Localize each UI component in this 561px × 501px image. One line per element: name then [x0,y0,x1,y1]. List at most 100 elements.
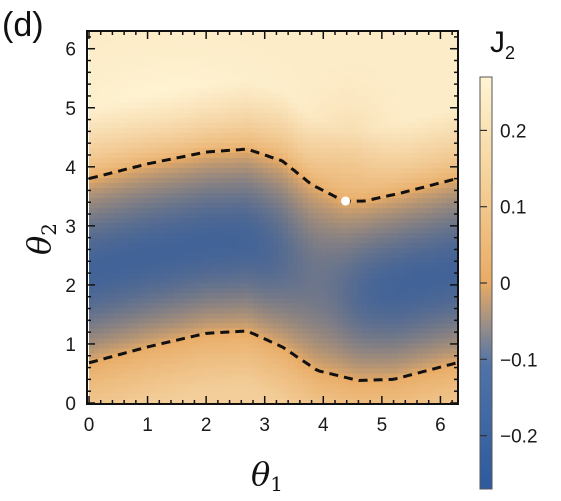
heatmap-cell [292,287,299,294]
heatmap-cell [223,282,229,289]
heatmap-cell [332,152,339,158]
heatmap-cell [228,47,234,53]
heatmap-cell [342,97,349,103]
heatmap-cell [168,187,175,194]
heatmap-cell [377,172,384,178]
heatmap-cell [178,182,185,189]
heatmap-cell [332,52,339,58]
heatmap-cell [198,287,204,294]
heatmap-cell [173,152,180,158]
heatmap-cell [417,317,423,324]
heatmap-cell [297,297,304,304]
heatmap-cell [168,312,175,319]
heatmap-cell [332,327,339,334]
heatmap-cell [158,222,165,229]
heatmap-cell [392,232,398,239]
heatmap-cell [158,397,165,404]
heatmap-cell [228,232,234,239]
heatmap-cell [123,52,130,58]
heatmap-cell [213,327,219,334]
heatmap-cell [113,117,120,123]
heatmap-cell [312,377,319,384]
heatmap-cell [133,207,140,214]
heatmap-cell [307,197,314,204]
heatmap-cell [292,97,299,103]
heatmap-cell [292,177,299,184]
heatmap-cell [387,372,393,379]
heatmap-cell [347,397,354,404]
heatmap-cell [422,397,428,404]
heatmap-cell [273,67,279,73]
heatmap-cell [332,132,339,138]
heatmap-cell [273,192,279,199]
heatmap-cell [292,237,299,244]
heatmap-cell [357,137,364,143]
heatmap-cell [89,192,95,199]
heatmap-cell [193,92,200,98]
heatmap-cell [387,187,393,194]
heatmap-cell [218,327,224,334]
heatmap-cell [317,52,324,58]
heatmap-cell [133,182,140,189]
heatmap-cell [302,247,309,254]
heatmap-cell [337,62,344,68]
heatmap-cell [233,227,239,234]
heatmap-cell [268,247,274,254]
heatmap-cell [357,382,364,389]
heatmap-cell [412,117,418,123]
heatmap-cell [307,67,314,73]
heatmap-cell [168,352,175,359]
heatmap-cell [282,37,289,43]
heatmap-cell [218,102,224,108]
heatmap-cell [183,222,190,229]
heatmap-cell [362,387,369,394]
heatmap-cell [412,142,418,148]
heatmap-cell [113,127,120,133]
heatmap-cell [93,247,100,254]
heatmap-cell [392,262,398,269]
heatmap-cell [412,162,418,168]
heatmap-cell [93,327,100,334]
heatmap-cell [258,252,264,259]
heatmap-cell [93,52,100,58]
heatmap-cell [317,102,324,108]
heatmap-cell [248,387,254,394]
heatmap-cell [357,277,364,284]
heatmap-cell [188,262,195,269]
heatmap-cell [277,357,284,364]
heatmap-cell [357,102,364,108]
heatmap-cell [347,382,354,389]
heatmap-cell [188,352,195,359]
heatmap-cell [367,202,374,209]
heatmap-cell [188,92,195,98]
heatmap-cell [103,182,110,189]
heatmap-cell [327,267,334,274]
heatmap-cell [277,352,284,359]
heatmap-cell [282,352,289,359]
heatmap-cell [332,392,339,399]
heatmap-cell [352,177,359,184]
heatmap-cell [287,32,294,38]
heatmap-cell [352,87,359,93]
heatmap-cell [173,62,180,68]
heatmap-cell [357,367,364,374]
heatmap-cell [223,87,229,93]
heatmap-cell [412,62,418,68]
heatmap-cell [173,57,180,63]
heatmap-cell [143,287,150,294]
heatmap-cell [168,247,175,254]
heatmap-cell [178,222,185,229]
heatmap-cell [322,152,329,158]
heatmap-cell [412,377,418,384]
heatmap-cell [123,317,130,324]
heatmap-cell [248,127,254,133]
heatmap-cell [317,82,324,88]
heatmap-cell [143,237,150,244]
heatmap-cell [178,257,185,264]
heatmap-cell [163,267,170,274]
heatmap-cell [392,287,398,294]
heatmap-cell [382,362,388,369]
heatmap-cell [392,212,398,219]
heatmap-cell [372,122,379,128]
heatmap-cell [367,97,374,103]
